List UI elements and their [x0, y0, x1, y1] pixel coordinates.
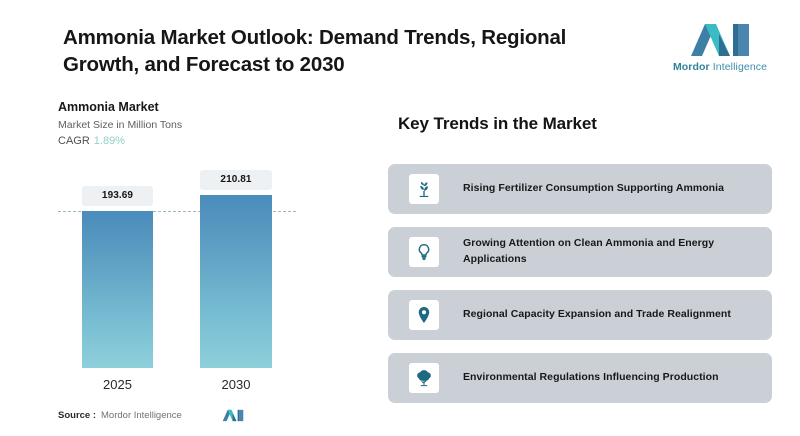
trend-card-label: Rising Fertilizer Consumption Supporting…: [463, 182, 725, 195]
x-axis-label-2025: 2025: [103, 377, 132, 392]
trend-card[interactable]: Growing Attention on Clean Ammonia and E…: [388, 227, 772, 277]
trend-card-label: Regional Capacity Expansion and Trade Re…: [463, 308, 731, 321]
cagr-value: 1.89%: [93, 135, 125, 147]
source-value: Mordor Intelligence: [101, 410, 182, 421]
mordor-mark-small-icon: [222, 409, 244, 422]
plant-seedling-icon: [409, 174, 439, 204]
page-header: Ammonia Market Outlook: Demand Trends, R…: [0, 0, 800, 90]
key-trends-panel: Key Trends in the Market Rising Fertiliz…: [380, 90, 800, 436]
bar-2025: [82, 211, 153, 368]
map-pin-icon: [409, 300, 439, 330]
cagr-label: CAGR: [58, 135, 90, 147]
source-row: Source : Mordor Intelligence: [58, 409, 318, 422]
source-logo-icon: [222, 409, 244, 422]
chart-panel: Ammonia Market Market Size in Million To…: [0, 90, 380, 436]
tree-icon: [409, 363, 439, 393]
page-title: Ammonia Market Outlook: Demand Trends, R…: [63, 26, 567, 77]
mordor-intelligence-logo-icon: [691, 24, 749, 56]
brand-name-primary: Mordor: [672, 61, 710, 73]
cagr-annotation: CAGR 1.89%: [58, 135, 125, 147]
trend-card[interactable]: Regional Capacity Expansion and Trade Re…: [388, 290, 772, 340]
chart-subtitle: Market Size in Million Tons: [58, 119, 183, 131]
trend-card[interactable]: Environmental Regulations Influencing Pr…: [388, 353, 772, 403]
key-trends-heading: Key Trends in the Market: [398, 114, 597, 133]
bar-value-label-2025: 193.69: [82, 186, 153, 206]
bar-value-label-2030: 210.81: [200, 170, 272, 190]
source-label: Source :: [58, 410, 97, 421]
reference-dashed-line: [58, 211, 296, 212]
brand-name-secondary: Intelligence: [712, 61, 768, 73]
trend-card[interactable]: Rising Fertilizer Consumption Supporting…: [388, 164, 772, 214]
bar-2030: [200, 195, 272, 368]
trend-card-label: Environmental Regulations Influencing Pr…: [463, 371, 719, 384]
bar-chart-plot: 193.69 210.81 2025 2030: [0, 90, 380, 436]
chart-title: Ammonia Market: [58, 100, 159, 114]
x-axis-label-2030: 2030: [221, 377, 251, 392]
trend-card-label: Growing Attention on Clean Ammonia and E…: [463, 237, 715, 265]
trend-card-list: Rising Fertilizer Consumption Supporting…: [388, 164, 772, 416]
brand-logo: Mordor Intelligence: [660, 22, 780, 73]
brand-name: Mordor Intelligence: [660, 61, 780, 73]
lightbulb-icon: [409, 237, 439, 267]
